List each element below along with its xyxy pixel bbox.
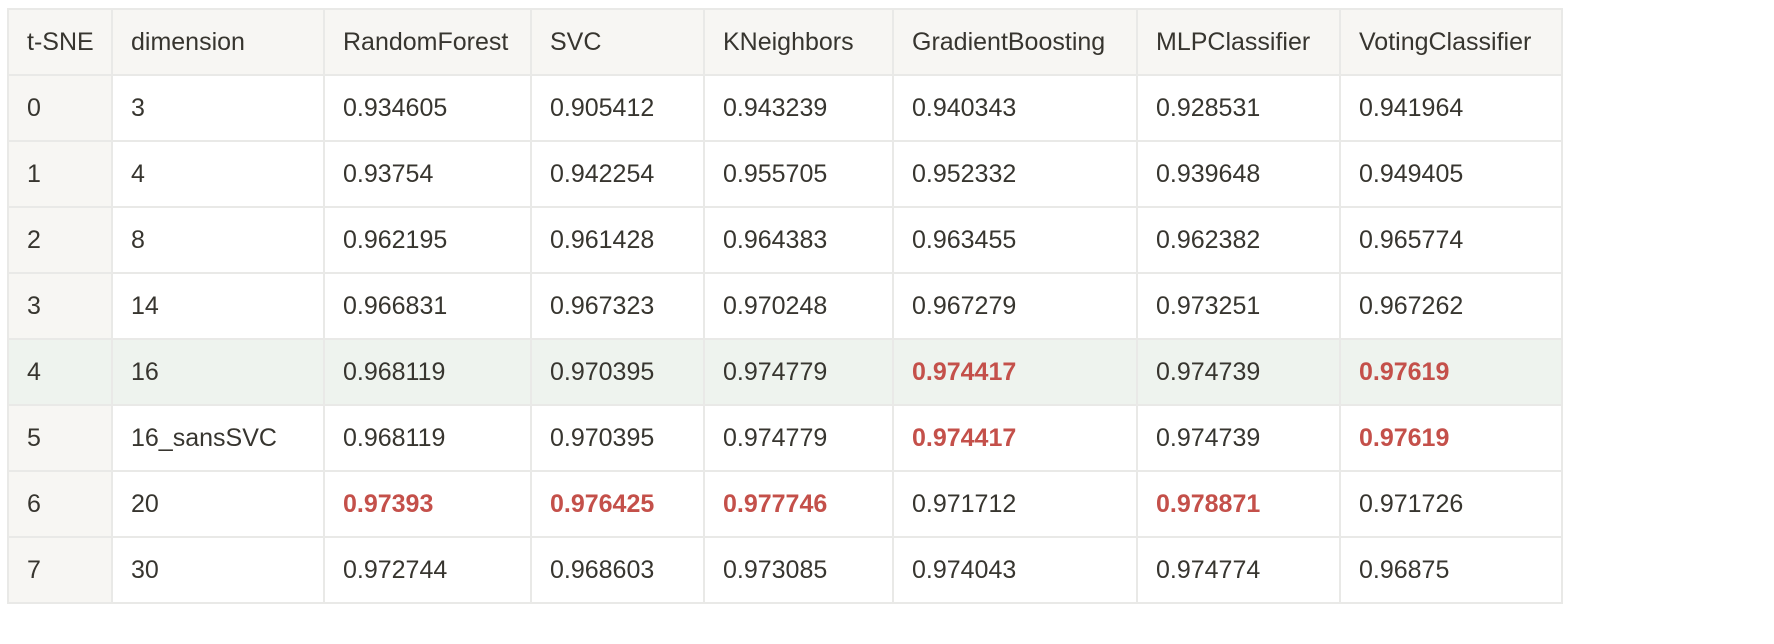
table-cell: 0.970395 <box>530 404 705 472</box>
table-cell: 0.967279 <box>892 272 1138 340</box>
table-cell: 0.968603 <box>530 536 705 604</box>
table-cell: 0.966831 <box>323 272 532 340</box>
table-cell: 0.96875 <box>1339 536 1563 604</box>
table-row: 5 16_sansSVC 0.968119 0.970395 0.974779 0.974… <box>7 404 1563 472</box>
table-cell: 0.93754 <box>323 140 532 208</box>
table-cell: 0.974779 <box>703 338 894 406</box>
table-cell: 16_sansSVC <box>111 404 325 472</box>
table-cell: 0.939648 <box>1136 140 1341 208</box>
table-cell: 0.973085 <box>703 536 894 604</box>
table-row: 2 8 0.962195 0.961428 0.964383 0.963455 0.9623… <box>7 206 1563 274</box>
table-cell: 16 <box>111 338 325 406</box>
table-cell: 0.97393 <box>323 470 532 538</box>
table-cell: 0.973251 <box>1136 272 1341 340</box>
row-index-cell: 6 <box>7 470 113 538</box>
table-cell: 0.970395 <box>530 338 705 406</box>
table-cell: 0.941964 <box>1339 74 1563 142</box>
table-cell: 0.974417 <box>892 338 1138 406</box>
results-table: t-SNE dimension RandomForest SVC KNeighbors G… <box>7 8 1563 604</box>
table-cell: 0.974739 <box>1136 338 1341 406</box>
table-cell: 0.97619 <box>1339 338 1563 406</box>
table-cell: 8 <box>111 206 325 274</box>
row-index-cell: 2 <box>7 206 113 274</box>
table-cell: 0.971726 <box>1339 470 1563 538</box>
table-row: 6 20 0.97393 0.976425 0.977746 0.971712 0.9788… <box>7 470 1563 538</box>
table-cell: 0.978871 <box>1136 470 1341 538</box>
table-cell: 0.952332 <box>892 140 1138 208</box>
table-cell: 3 <box>111 74 325 142</box>
table-cell: 0.961428 <box>530 206 705 274</box>
row-index-cell: 1 <box>7 140 113 208</box>
table-cell: 0.974779 <box>703 404 894 472</box>
column-header: MLPClassifier <box>1136 8 1341 76</box>
row-index-cell: 5 <box>7 404 113 472</box>
row-index-cell: 0 <box>7 74 113 142</box>
header-row: t-SNE dimension RandomForest SVC KNeighbors G… <box>7 8 1563 76</box>
row-index-cell: 7 <box>7 536 113 604</box>
table-cell: 0.968119 <box>323 404 532 472</box>
table-cell: 0.97619 <box>1339 404 1563 472</box>
row-index-cell: 4 <box>7 338 113 406</box>
table-cell: 14 <box>111 272 325 340</box>
table-cell: 0.965774 <box>1339 206 1563 274</box>
column-header: RandomForest <box>323 8 532 76</box>
row-index-cell: 3 <box>7 272 113 340</box>
table-cell: 0.928531 <box>1136 74 1341 142</box>
table-cell: 0.905412 <box>530 74 705 142</box>
table-cell: 0.955705 <box>703 140 894 208</box>
table-cell: 0.974417 <box>892 404 1138 472</box>
table-cell: 0.963455 <box>892 206 1138 274</box>
table-cell: 0.967262 <box>1339 272 1563 340</box>
table-cell: 0.942254 <box>530 140 705 208</box>
table-cell: 30 <box>111 536 325 604</box>
column-header: t-SNE <box>7 8 113 76</box>
column-header: dimension <box>111 8 325 76</box>
table-cell: 20 <box>111 470 325 538</box>
column-header: GradientBoosting <box>892 8 1138 76</box>
table-cell: 0.968119 <box>323 338 532 406</box>
column-header: VotingClassifier <box>1339 8 1563 76</box>
table-cell: 0.971712 <box>892 470 1138 538</box>
table-cell: 0.934605 <box>323 74 532 142</box>
table-row: 0 3 0.934605 0.905412 0.943239 0.940343 0.9285… <box>7 74 1563 142</box>
table-cell: 0.974739 <box>1136 404 1341 472</box>
table-cell: 0.967323 <box>530 272 705 340</box>
table-row: 1 4 0.93754 0.942254 0.955705 0.952332 0.93964… <box>7 140 1563 208</box>
table-row: 7 30 0.972744 0.968603 0.973085 0.974043 0.974… <box>7 536 1563 604</box>
table-cell: 0.974774 <box>1136 536 1341 604</box>
results-table-container: t-SNE dimension RandomForest SVC KNeighbors G… <box>7 8 1563 604</box>
table-row: 4 16 0.968119 0.970395 0.974779 0.974417 0.974… <box>7 338 1563 406</box>
column-header: KNeighbors <box>703 8 894 76</box>
table-cell: 0.970248 <box>703 272 894 340</box>
table-cell: 0.974043 <box>892 536 1138 604</box>
table-cell: 0.940343 <box>892 74 1138 142</box>
table-cell: 0.977746 <box>703 470 894 538</box>
table-cell: 0.943239 <box>703 74 894 142</box>
table-cell: 0.964383 <box>703 206 894 274</box>
table-body: 0 3 0.934605 0.905412 0.943239 0.940343 0.9285… <box>7 74 1563 604</box>
column-header: SVC <box>530 8 705 76</box>
table-cell: 0.949405 <box>1339 140 1563 208</box>
table-cell: 0.972744 <box>323 536 532 604</box>
table-header: t-SNE dimension RandomForest SVC KNeighbors G… <box>7 8 1563 76</box>
table-cell: 0.962382 <box>1136 206 1341 274</box>
table-cell: 0.976425 <box>530 470 705 538</box>
table-row: 3 14 0.966831 0.967323 0.970248 0.967279 0.973… <box>7 272 1563 340</box>
table-cell: 4 <box>111 140 325 208</box>
table-cell: 0.962195 <box>323 206 532 274</box>
